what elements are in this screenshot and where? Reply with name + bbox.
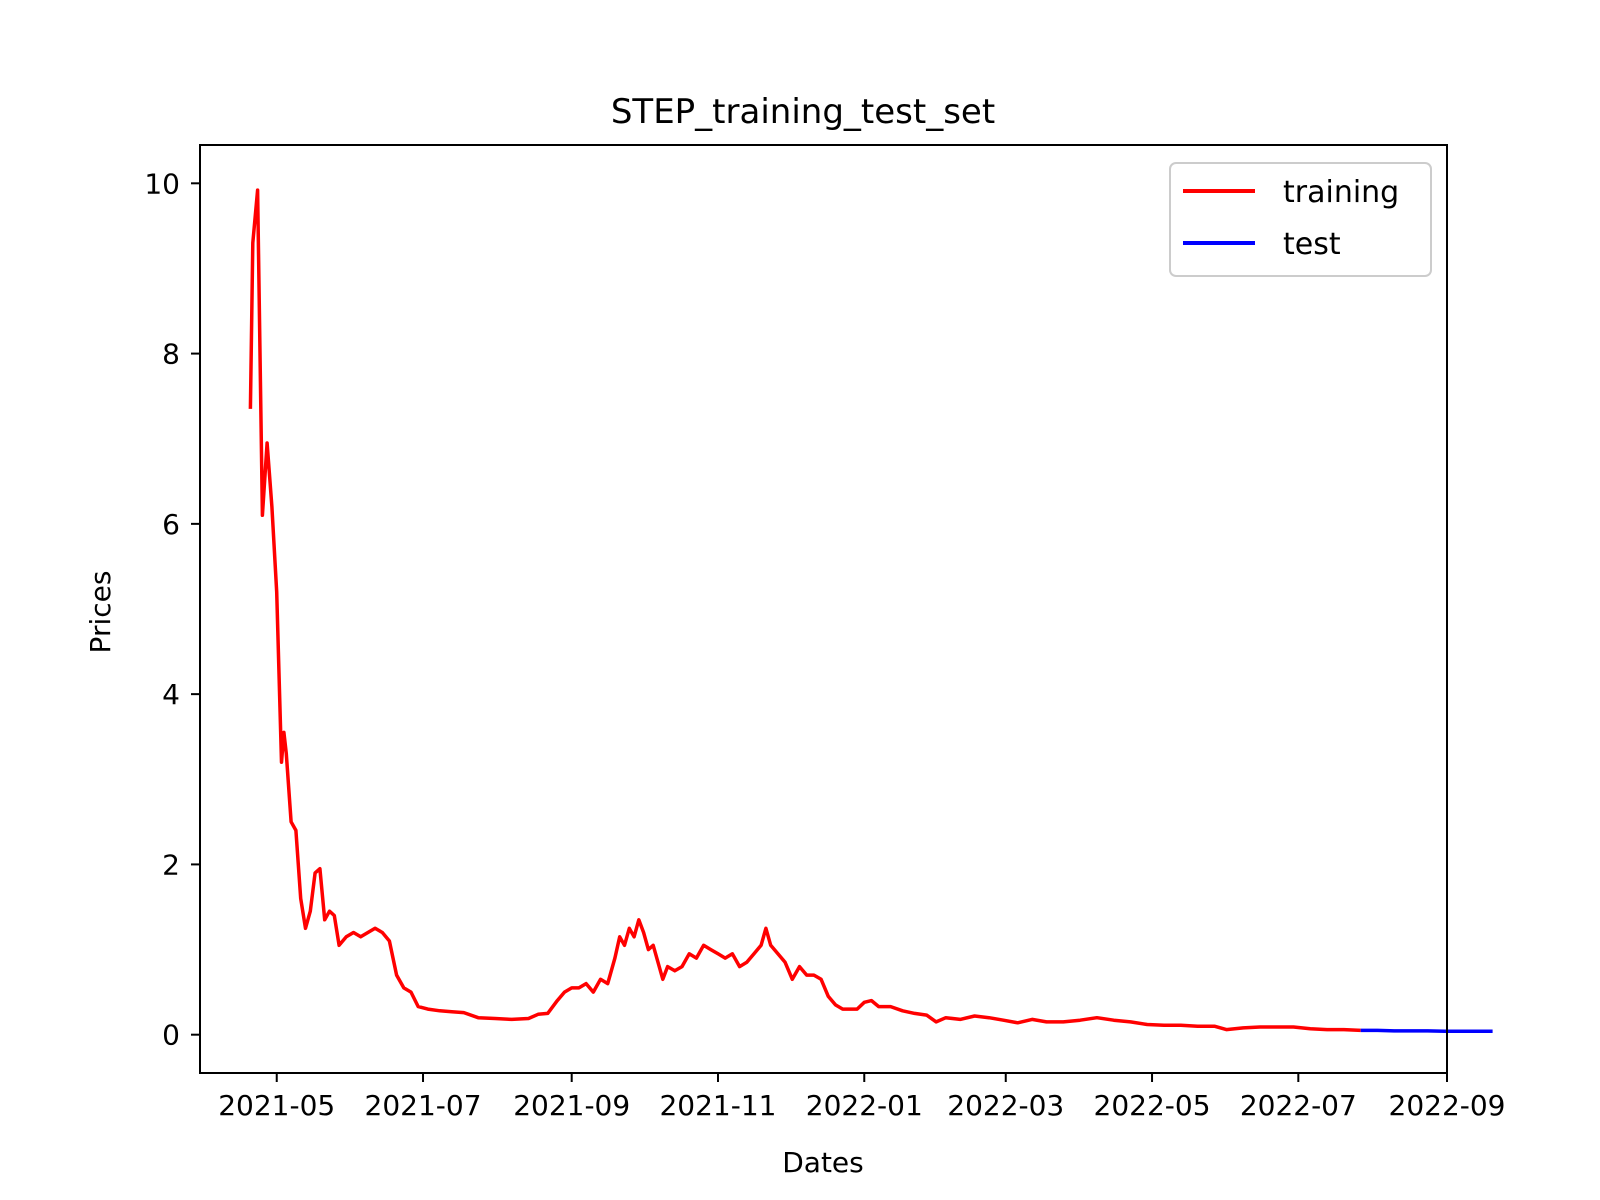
legend-label-training: training [1283, 175, 1399, 210]
y-axis-label: Prices [84, 571, 117, 654]
x-tick-label: 2021-09 [513, 1089, 630, 1122]
y-tick-label: 0 [162, 1019, 180, 1052]
x-axis-label: Dates [782, 1146, 864, 1179]
x-tick-label: 2022-03 [947, 1089, 1064, 1122]
y-tick-label: 6 [162, 508, 180, 541]
series-layer [248, 188, 1493, 1034]
x-tick-label: 2021-11 [659, 1089, 776, 1122]
series-line-training [248, 188, 1361, 1033]
y-tick-label: 2 [162, 848, 180, 881]
x-axis-ticks: 2021-05 2021-07 2021-09 2021-11 2022-01 2022-… [218, 1073, 1506, 1122]
legend-label-test: test [1283, 227, 1341, 262]
y-tick-label: 4 [162, 678, 180, 711]
x-tick-label: 2022-05 [1094, 1089, 1211, 1122]
x-tick-label: 2022-01 [806, 1089, 923, 1122]
x-tick-label: 2021-07 [365, 1089, 482, 1122]
y-tick-label: 8 [162, 338, 180, 371]
legend: training test [1169, 162, 1432, 277]
x-tick-label: 2022-07 [1240, 1089, 1357, 1122]
x-tick-label: 2022-09 [1389, 1089, 1506, 1122]
plot-frame [199, 144, 1448, 1074]
plot-area [200, 145, 1447, 1073]
series-line-test [1360, 1028, 1493, 1034]
chart-title: STEP_training_test_set [611, 92, 995, 132]
y-tick-label: 10 [144, 167, 180, 200]
y-axis-ticks: 0 2 4 6 8 10 [144, 167, 200, 1052]
x-tick-label: 2021-05 [218, 1089, 335, 1122]
